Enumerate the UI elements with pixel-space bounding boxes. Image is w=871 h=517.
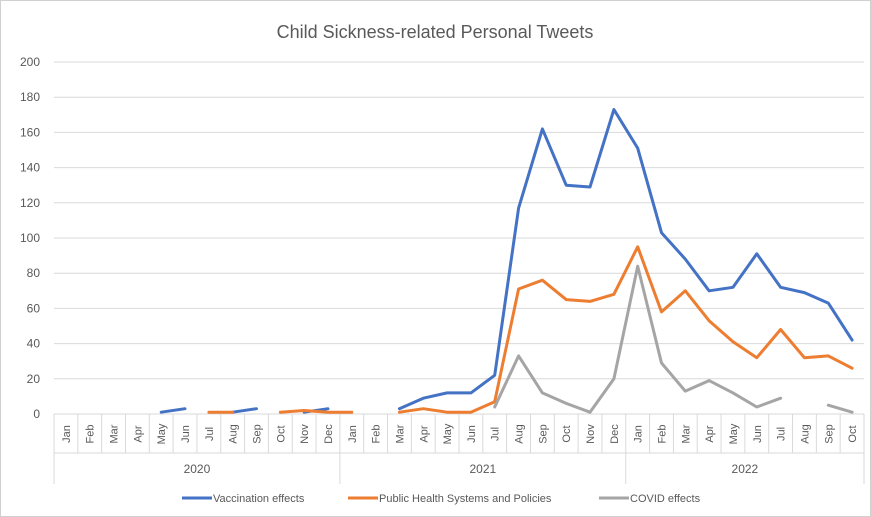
month-label: Feb bbox=[371, 425, 383, 444]
month-label: Apr bbox=[132, 425, 144, 442]
month-label: Nov bbox=[585, 424, 597, 444]
year-label: 2022 bbox=[732, 462, 759, 476]
month-label: Jul bbox=[204, 427, 216, 441]
month-label: Sep bbox=[823, 424, 835, 444]
legend-item: COVID effects bbox=[599, 493, 701, 505]
month-label: Jan bbox=[61, 425, 73, 443]
year-label: 2020 bbox=[184, 462, 211, 476]
month-label: Feb bbox=[657, 425, 669, 444]
month-label: Jun bbox=[466, 425, 478, 443]
month-label: Aug bbox=[228, 424, 240, 444]
month-label: Sep bbox=[537, 424, 549, 444]
y-tick-label: 60 bbox=[27, 301, 41, 315]
legend-label: COVID effects bbox=[630, 493, 701, 505]
legend-label: Vaccination effects bbox=[213, 493, 305, 505]
month-label: Sep bbox=[252, 424, 264, 444]
month-label: Nov bbox=[299, 424, 311, 444]
series-line bbox=[397, 245, 854, 414]
y-tick-label: 80 bbox=[27, 266, 41, 280]
month-label: Oct bbox=[275, 425, 287, 442]
y-tick-label: 120 bbox=[20, 196, 40, 210]
month-label: Apr bbox=[418, 425, 430, 442]
y-tick-label: 200 bbox=[20, 55, 40, 69]
series-line bbox=[826, 403, 854, 414]
series-line bbox=[493, 264, 783, 414]
month-label: Jan bbox=[347, 425, 359, 443]
y-tick-label: 20 bbox=[27, 372, 41, 386]
series-covid-effects bbox=[493, 264, 854, 414]
legend-item: Vaccination effects bbox=[182, 493, 305, 505]
year-label: 2021 bbox=[469, 462, 496, 476]
y-tick-label: 160 bbox=[20, 125, 40, 139]
month-label: Jun bbox=[180, 425, 192, 443]
month-label: May bbox=[156, 423, 168, 444]
month-label: Jul bbox=[490, 427, 502, 441]
month-label: Aug bbox=[799, 424, 811, 444]
legend-label: Public Health Systems and Policies bbox=[379, 493, 552, 505]
series-public-health-systems-and-policies bbox=[207, 245, 854, 414]
month-label: May bbox=[728, 423, 740, 444]
y-tick-label: 180 bbox=[20, 90, 40, 104]
month-label: May bbox=[442, 423, 454, 444]
month-label: Jul bbox=[776, 427, 788, 441]
month-label: Mar bbox=[394, 424, 406, 443]
month-label: Jan bbox=[633, 425, 645, 443]
month-label: Mar bbox=[109, 424, 121, 443]
series-line bbox=[159, 407, 187, 414]
y-tick-label: 40 bbox=[27, 337, 41, 351]
month-label: Mar bbox=[680, 424, 692, 443]
y-tick-label: 140 bbox=[20, 161, 40, 175]
month-label: Oct bbox=[561, 425, 573, 442]
series-line bbox=[231, 407, 258, 414]
month-label: Aug bbox=[514, 424, 526, 444]
series-line bbox=[278, 409, 354, 414]
month-label: Oct bbox=[847, 425, 859, 442]
month-label: Feb bbox=[85, 425, 97, 444]
y-tick-label: 0 bbox=[33, 407, 40, 421]
month-label: Jun bbox=[752, 425, 764, 443]
series-line bbox=[397, 108, 854, 411]
month-label: Dec bbox=[323, 424, 335, 444]
y-tick-label: 100 bbox=[20, 231, 40, 245]
legend-item: Public Health Systems and Policies bbox=[348, 493, 552, 505]
month-label: Apr bbox=[704, 425, 716, 442]
month-label: Dec bbox=[609, 424, 621, 444]
series-vaccination-effects bbox=[159, 108, 854, 414]
chart-title: Child Sickness-related Personal Tweets bbox=[277, 22, 594, 42]
